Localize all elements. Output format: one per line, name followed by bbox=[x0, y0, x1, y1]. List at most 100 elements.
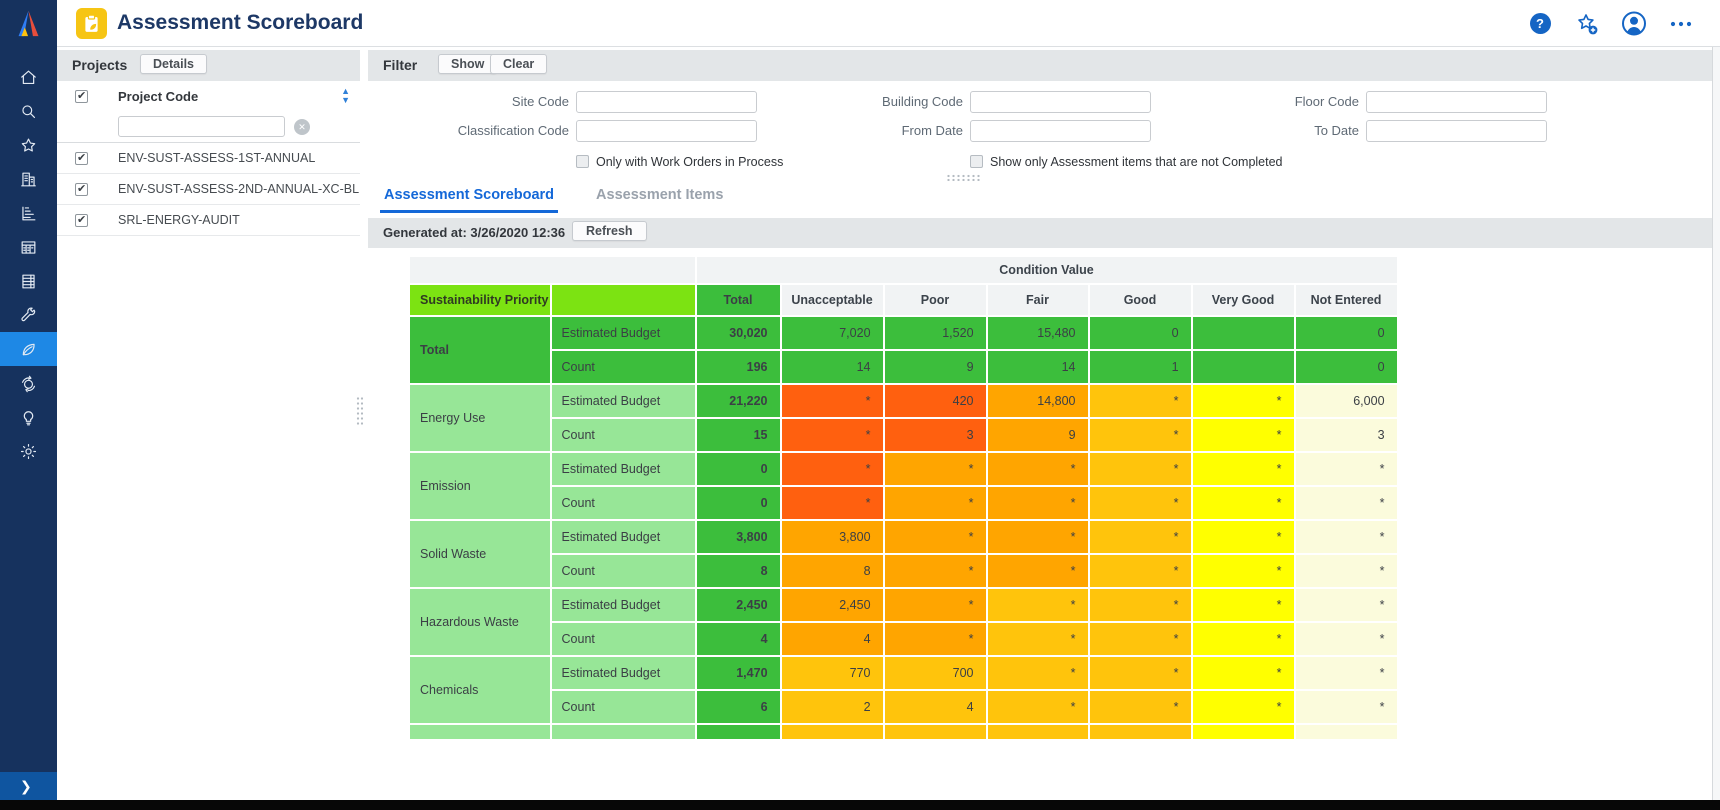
scoreboard-cell: 2,450 bbox=[697, 589, 780, 621]
project-code-column-header[interactable]: Project Code bbox=[118, 81, 198, 112]
sidebar-item-search[interactable] bbox=[0, 94, 57, 128]
filter-checkbox-label: Show only Assessment items that are not … bbox=[990, 155, 1283, 169]
scoreboard-cell: 7,020 bbox=[782, 317, 883, 349]
bottom-taskbar-edge bbox=[0, 800, 1720, 810]
scoreboard-cell: 0 bbox=[1296, 351, 1397, 383]
condition-value-header: Condition Value bbox=[697, 257, 1397, 283]
scoreboard-cell: * bbox=[1090, 521, 1191, 553]
scoreboard-cell: * bbox=[1296, 453, 1397, 485]
filter-checkbox[interactable] bbox=[576, 155, 589, 168]
to-date-input[interactable] bbox=[1366, 120, 1547, 142]
scoreboard-cell: * bbox=[1090, 555, 1191, 587]
column-header-total: Total bbox=[697, 285, 780, 315]
scoreboard-cell bbox=[1193, 351, 1294, 383]
reports-icon bbox=[19, 204, 38, 223]
favorite-add-icon[interactable] bbox=[1574, 11, 1600, 37]
sidebar-item-buildings[interactable] bbox=[0, 162, 57, 196]
filter-form: Site CodeBuilding CodeFloor CodeClassifi… bbox=[368, 90, 1548, 171]
scoreboard-cell: 4 bbox=[697, 623, 780, 655]
project-code-filter-input[interactable] bbox=[118, 116, 285, 137]
scoreboard-cell: * bbox=[885, 623, 986, 655]
tab-assessment-items[interactable]: Assessment Items bbox=[592, 181, 727, 213]
vertical-scrollbar[interactable] bbox=[1712, 47, 1720, 800]
category-label: Hazardous Waste bbox=[410, 589, 550, 655]
scoreboard-cell: * bbox=[988, 623, 1088, 655]
records-icon bbox=[19, 272, 38, 291]
archibus-logo[interactable] bbox=[13, 8, 44, 45]
help-icon[interactable]: ? bbox=[1527, 11, 1553, 37]
filter-field-label: From Date bbox=[757, 123, 970, 138]
sidebar-item-sustainability[interactable] bbox=[0, 332, 57, 366]
floor-code-input[interactable] bbox=[1366, 91, 1547, 113]
sidebar-item-favorites[interactable] bbox=[0, 128, 57, 162]
sustainability-icon bbox=[19, 340, 38, 359]
tab-assessment-scoreboard[interactable]: Assessment Scoreboard bbox=[380, 181, 558, 213]
home-icon bbox=[19, 68, 38, 87]
scoreboard-cell: 9 bbox=[988, 419, 1088, 451]
scoreboard-cell: * bbox=[988, 691, 1088, 723]
project-row[interactable]: SRL-ENERGY-AUDIT bbox=[57, 205, 360, 236]
site-code-input[interactable] bbox=[576, 91, 757, 113]
scoreboard-cell: 30,020 bbox=[697, 317, 780, 349]
scoreboard-cell: 0 bbox=[1296, 317, 1397, 349]
filter-title: Filter bbox=[383, 50, 417, 81]
sidebar-item-home[interactable] bbox=[0, 60, 57, 94]
from-date-input[interactable] bbox=[970, 120, 1151, 142]
scoreboard-cell: 700 bbox=[885, 657, 986, 689]
scoreboard-cell: * bbox=[1296, 589, 1397, 621]
report-toolbar: Generated at: 3/26/2020 12:36 Refresh bbox=[368, 218, 1712, 248]
details-button[interactable]: Details bbox=[140, 54, 207, 74]
scoreboard-cell: 8 bbox=[697, 555, 780, 587]
select-all-projects-checkbox[interactable] bbox=[75, 90, 88, 103]
sidebar-expand-button[interactable]: ❯ bbox=[0, 772, 57, 800]
sidebar-item-settings[interactable] bbox=[0, 434, 57, 468]
scoreboard-cell: 420 bbox=[885, 385, 986, 417]
scoreboard-cell: * bbox=[1193, 589, 1294, 621]
classification-code-input[interactable] bbox=[576, 120, 757, 142]
scoreboard-cell: 3,800 bbox=[782, 521, 883, 553]
building-code-input[interactable] bbox=[970, 91, 1151, 113]
sidebar-item-planner[interactable] bbox=[0, 230, 57, 264]
project-code-filter-row: ✕ bbox=[57, 112, 360, 143]
favorites-icon bbox=[19, 136, 38, 155]
clear-button[interactable]: Clear bbox=[490, 54, 547, 74]
sidebar-item-ideas[interactable] bbox=[0, 400, 57, 434]
scoreboard-table-container: Condition ValueSustainability PriorityTo… bbox=[408, 255, 1400, 739]
project-row[interactable]: ENV-SUST-ASSESS-2ND-ANNUAL-XC-BL bbox=[57, 174, 360, 205]
metric-label: Count bbox=[552, 691, 695, 723]
ideas-icon bbox=[19, 408, 38, 427]
filter-field-label: Floor Code bbox=[1151, 94, 1366, 109]
scoreboard-cell: * bbox=[988, 555, 1088, 587]
show-button[interactable]: Show bbox=[438, 54, 497, 74]
project-row-checkbox[interactable] bbox=[75, 152, 88, 165]
filter-checkbox[interactable] bbox=[970, 155, 983, 168]
more-icon[interactable] bbox=[1668, 11, 1694, 37]
sort-icon[interactable]: ▲▼ bbox=[341, 87, 350, 105]
category-label: Solid Waste bbox=[410, 521, 550, 587]
scoreboard-cell: 196 bbox=[697, 351, 780, 383]
project-row-checkbox[interactable] bbox=[75, 183, 88, 196]
scoreboard-cell: 14 bbox=[782, 351, 883, 383]
scoreboard-cell: * bbox=[782, 453, 883, 485]
metric-label: Count bbox=[552, 555, 695, 587]
user-profile-icon[interactable] bbox=[1621, 11, 1647, 37]
rail-items bbox=[0, 60, 57, 468]
project-row-checkbox[interactable] bbox=[75, 214, 88, 227]
sidebar-item-reports[interactable] bbox=[0, 196, 57, 230]
refresh-button[interactable]: Refresh bbox=[572, 221, 647, 241]
sidebar-item-records[interactable] bbox=[0, 264, 57, 298]
sidebar-item-globe[interactable] bbox=[0, 366, 57, 400]
horizontal-splitter-grip[interactable] bbox=[946, 174, 980, 181]
scoreboard-cell: 21,220 bbox=[697, 385, 780, 417]
planner-icon bbox=[19, 238, 38, 257]
filter-header-bar: Filter Show Clear bbox=[368, 50, 1712, 81]
category-label: Energy Use bbox=[410, 385, 550, 451]
project-row[interactable]: ENV-SUST-ASSESS-1ST-ANNUAL bbox=[57, 143, 360, 174]
scoreboard-cell: 15,480 bbox=[988, 317, 1088, 349]
scoreboard-cell bbox=[885, 725, 986, 739]
clear-filter-icon[interactable]: ✕ bbox=[294, 119, 310, 135]
column-header: Very Good bbox=[1193, 285, 1294, 315]
scoreboard-table: Condition ValueSustainability PriorityTo… bbox=[408, 255, 1399, 739]
vertical-splitter-grip[interactable] bbox=[356, 396, 363, 426]
sidebar-item-tools[interactable] bbox=[0, 298, 57, 332]
